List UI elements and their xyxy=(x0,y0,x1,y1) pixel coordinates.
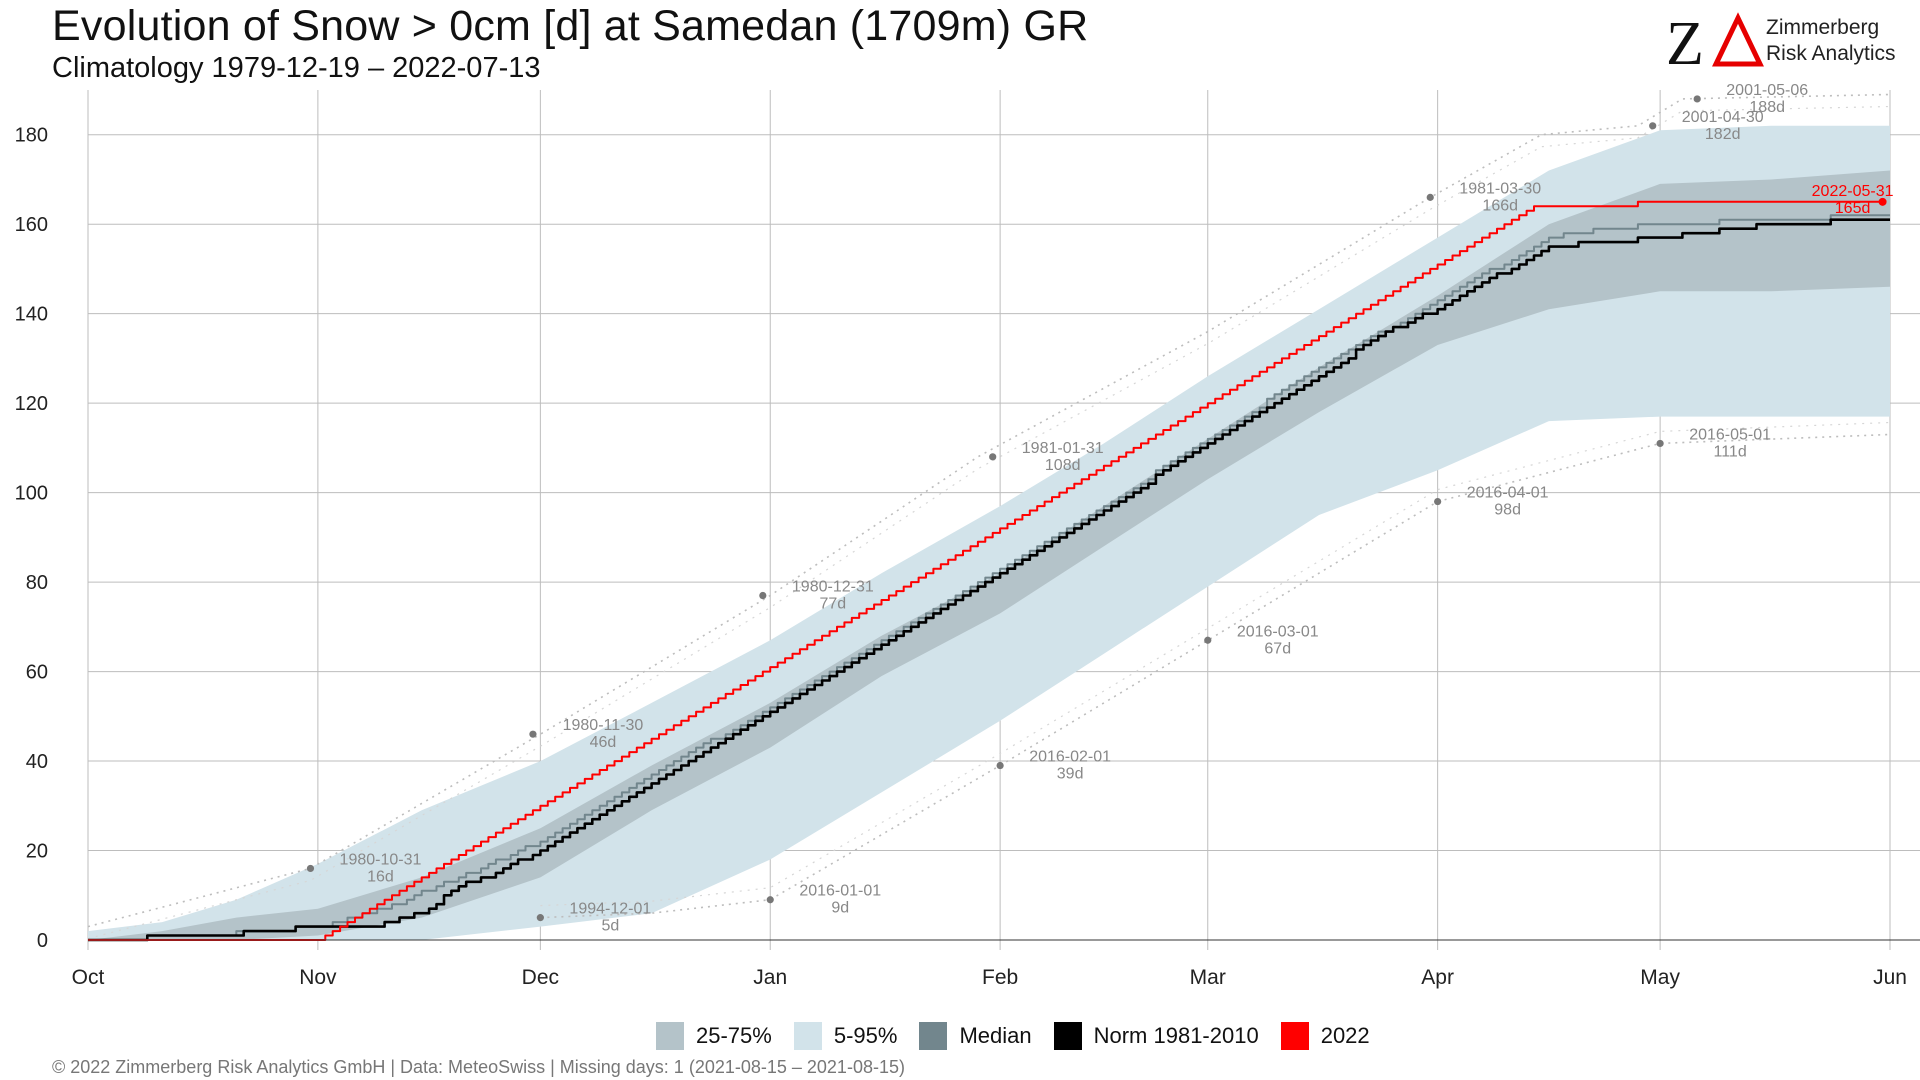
x-tick-label: Apr xyxy=(1421,966,1454,989)
x-tick-label: Nov xyxy=(299,966,337,989)
annotation-value: 39d xyxy=(1057,766,1084,783)
annotation-point xyxy=(1656,439,1664,448)
chart-legend: 25-75% 5-95% Median Norm 1981-2010 2022 xyxy=(656,1016,1392,1056)
annotation-point xyxy=(1693,95,1701,103)
annotation-value: 16d xyxy=(367,868,394,885)
legend-label: 5-95% xyxy=(833,1023,898,1048)
annotation-point xyxy=(996,761,1004,770)
annotation-date: 2016-05-01 xyxy=(1689,426,1771,443)
annotation-value: 98d xyxy=(1494,502,1521,519)
legend-item: Median xyxy=(919,1022,1032,1050)
legend-item: Norm 1981-2010 xyxy=(1053,1022,1259,1050)
legend-swatch xyxy=(1053,1022,1082,1050)
y-tick-label: 20 xyxy=(26,841,48,863)
logo-mark-icon: Z xyxy=(1666,10,1764,72)
annotation-value: 166d xyxy=(1482,197,1518,214)
series-lines xyxy=(88,200,1890,942)
y-tick-label: 100 xyxy=(15,483,48,505)
legend-label: Norm 1981-2010 xyxy=(1093,1023,1259,1048)
annotation-date: 1981-01-31 xyxy=(1022,440,1104,457)
legend-swatch xyxy=(1280,1022,1309,1050)
x-tick-label: Jan xyxy=(753,966,787,989)
y-tick-label: 80 xyxy=(26,572,48,594)
annotation-value: 111d xyxy=(1714,443,1747,460)
y-tick-label: 40 xyxy=(26,751,48,773)
logo-text-line2: Risk Analytics xyxy=(1766,42,1896,65)
logo-z-letter: Z xyxy=(1666,10,1704,72)
annotation-date: 1980-11-30 xyxy=(563,717,644,734)
legend-label: 2022 xyxy=(1320,1023,1370,1048)
legend-item: 25-75% xyxy=(656,1022,772,1050)
legend-label: Median xyxy=(959,1023,1032,1048)
annotation-date: 1980-10-31 xyxy=(340,851,422,868)
x-tick-label: Feb xyxy=(982,966,1018,989)
annotation-value: 46d xyxy=(590,734,617,751)
annotation-point xyxy=(989,453,997,461)
annotation-date: 1980-12-31 xyxy=(792,579,874,596)
annotation-date: 2001-04-30 xyxy=(1682,109,1764,126)
annotation-point xyxy=(306,864,315,873)
legend-label: 25-75% xyxy=(696,1023,772,1048)
y-tick-label: 0 xyxy=(37,930,48,952)
band-25-75 xyxy=(88,170,1890,940)
series-line-norm-1981-2010 xyxy=(88,218,1890,942)
x-tick-label: Oct xyxy=(72,966,105,989)
annotation-value: 182d xyxy=(1705,126,1741,143)
series-line-median xyxy=(88,214,1890,941)
chart-axes: 0 20 40 60 80 100 120 140 160 180 Oct Nov Dec Jan Feb M… xyxy=(15,125,1920,989)
logo-text-line1: Zimmerberg xyxy=(1766,16,1880,39)
series-line-2022 xyxy=(88,200,1883,941)
x-tick-label: May xyxy=(1640,966,1680,989)
x-tick-label: Jun xyxy=(1873,966,1907,989)
logo-delta-icon xyxy=(1712,12,1764,67)
y-tick-label: 160 xyxy=(15,214,48,236)
annotation-point xyxy=(1649,122,1657,130)
annotation-date: 1994-12-01 xyxy=(569,901,651,918)
legend-item: 2022 xyxy=(1280,1022,1370,1050)
annotation-point xyxy=(759,591,767,600)
legend-swatch xyxy=(919,1022,948,1050)
y-tick-label: 180 xyxy=(15,125,48,147)
annotation-point xyxy=(766,896,774,904)
annotation-value: 5d xyxy=(601,918,619,935)
y-tick-label: 120 xyxy=(15,393,48,415)
annotation-date: 1981-03-30 xyxy=(1459,180,1541,197)
annotation-value: 108d xyxy=(1045,457,1081,474)
annotation-value: 77d xyxy=(819,596,846,613)
envelope-max-line xyxy=(87,93,1891,928)
company-logo: Z Zimmerberg Risk Analytics xyxy=(1660,10,1910,72)
annotation-date: 2016-03-01 xyxy=(1237,623,1319,640)
x-tick-label: Dec xyxy=(522,966,559,989)
legend-swatch xyxy=(656,1022,684,1050)
footer-credits: © 2022 Zimmerberg Risk Analytics GmbH | … xyxy=(52,1057,905,1077)
annotation-point xyxy=(1434,497,1442,506)
chart-subtitle: Climatology 1979-12-19 – 2022-07-13 xyxy=(52,52,541,84)
annotation-value: 67d xyxy=(1264,640,1291,657)
snow-days-chart: 0 20 40 60 80 100 120 140 160 180 Oct Nov Dec Jan Feb M… xyxy=(15,82,1920,989)
y-tick-label: 60 xyxy=(26,662,48,684)
chart-title: Evolution of Snow > 0cm [d] at Samedan (… xyxy=(52,2,1089,50)
annotation-value: 188d xyxy=(1749,99,1785,116)
legend-swatch xyxy=(793,1022,822,1050)
annotation-point xyxy=(1426,193,1434,201)
percentile-bands xyxy=(88,125,1890,941)
annotation-value: 9d xyxy=(831,900,849,917)
x-tick-label: Mar xyxy=(1190,966,1226,989)
annotation-point xyxy=(529,730,537,738)
annotation-value: 165d xyxy=(1835,200,1871,217)
y-tick-label: 140 xyxy=(15,304,48,326)
annotation-point xyxy=(536,914,544,922)
annotation-date: 2022-05-31 xyxy=(1812,183,1894,200)
annotation-date: 2016-02-01 xyxy=(1029,749,1111,766)
legend-item: 5-95% xyxy=(793,1022,898,1050)
annotation-date: 2016-01-01 xyxy=(799,883,881,900)
annotation-point xyxy=(1878,197,1887,206)
annotation-date: 2016-04-01 xyxy=(1467,485,1549,502)
annotation-point xyxy=(1204,636,1212,644)
annotation-date: 2001-05-06 xyxy=(1726,82,1808,99)
